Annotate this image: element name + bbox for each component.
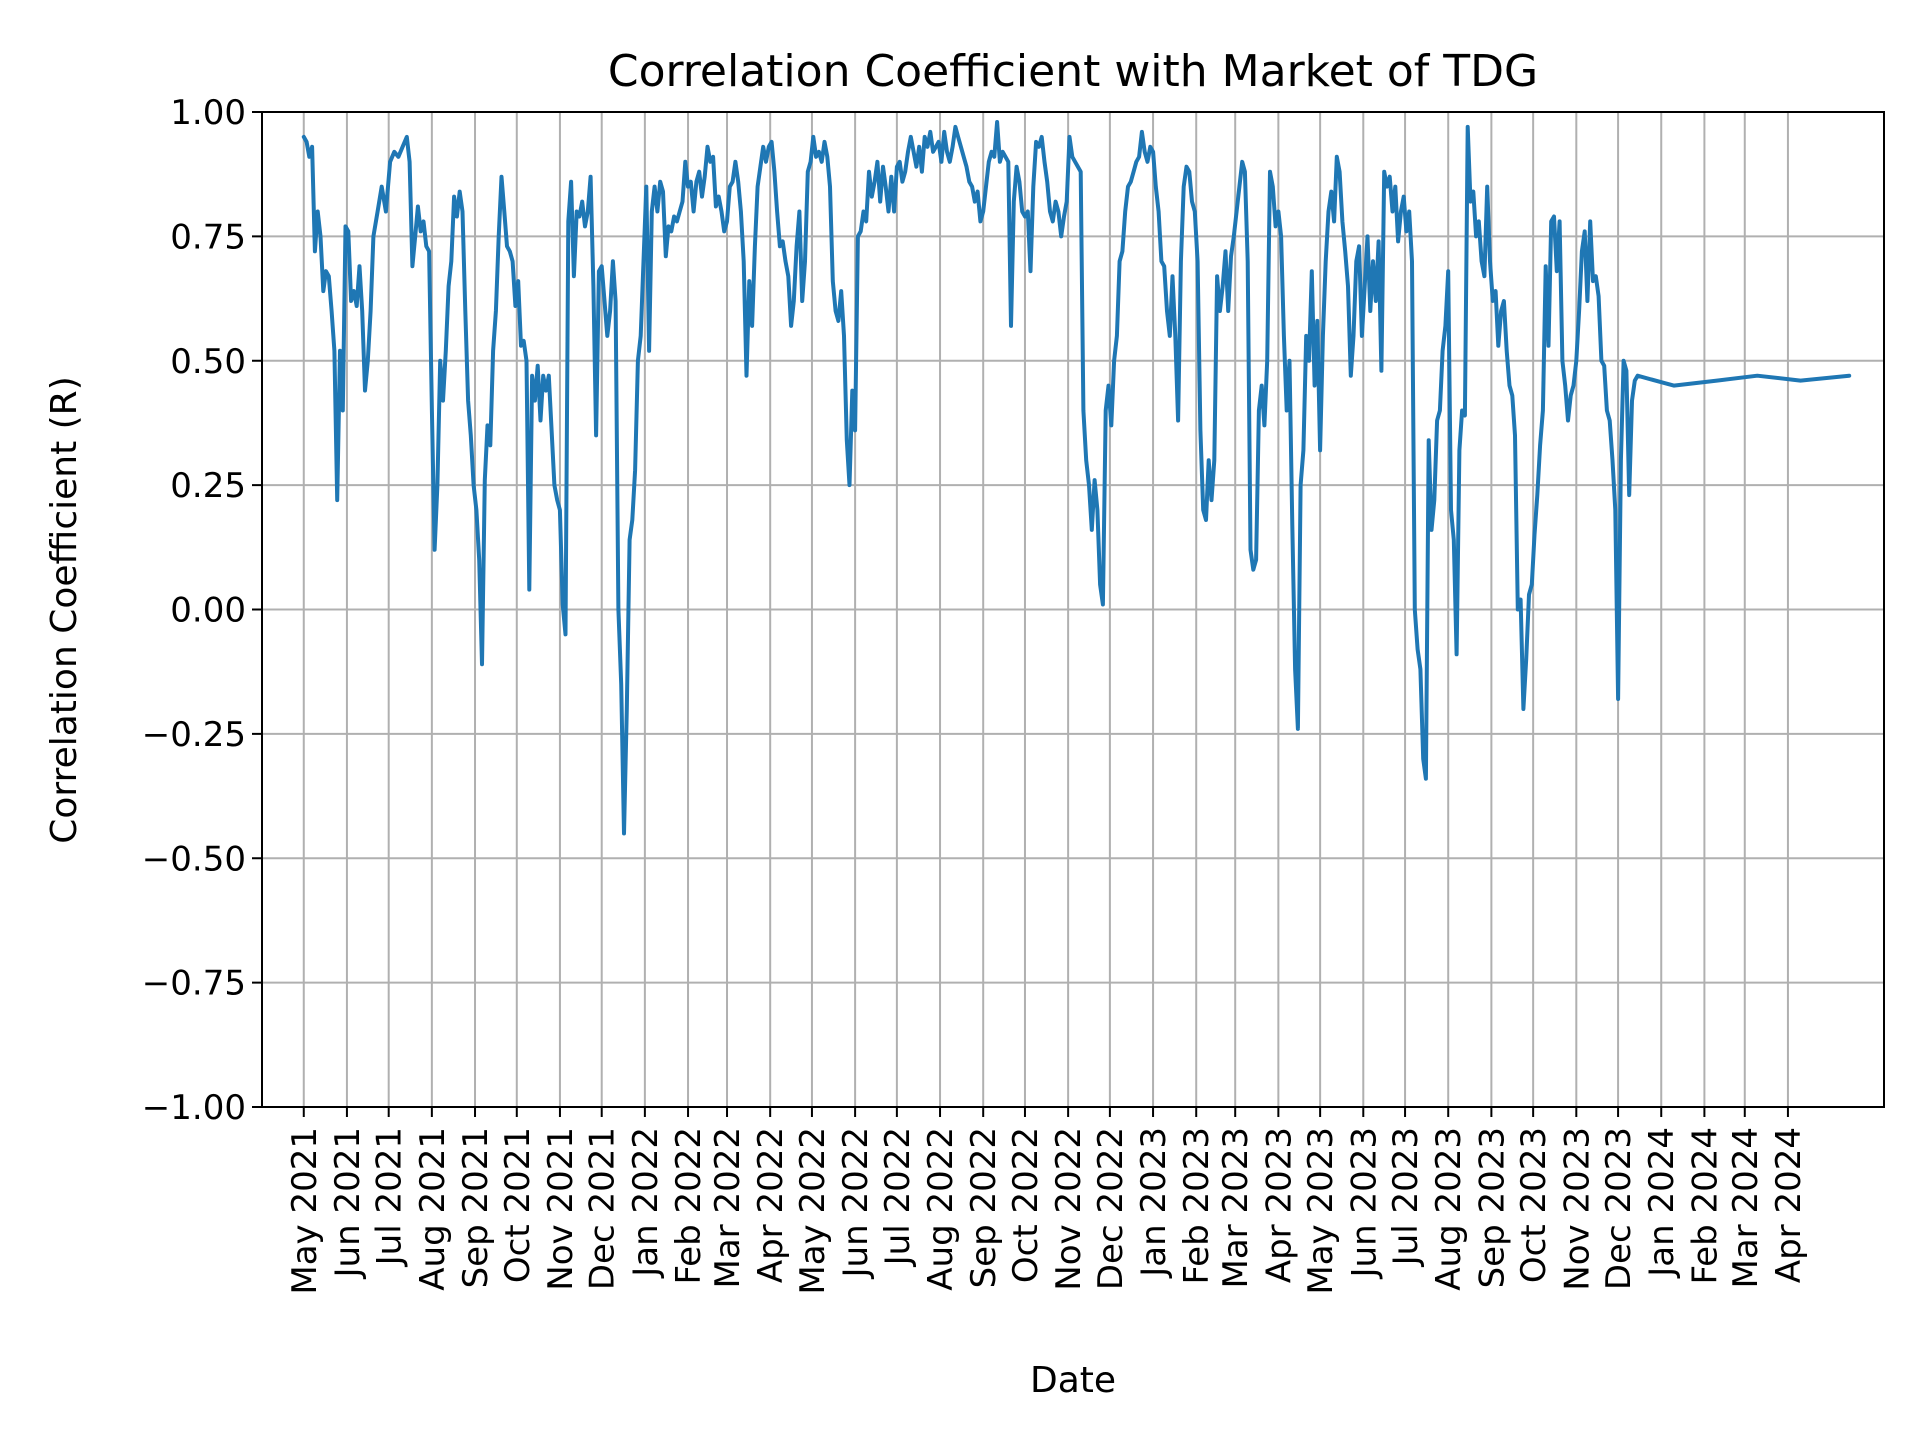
- y-axis-ticks: −1.00 −0.75 −0.50 −0.25 0.00 0.25 0.50 0.75 1.00: [142, 93, 262, 1128]
- x-tick-label: Dec 2022: [1091, 1127, 1131, 1290]
- x-tick-label: May 2022: [793, 1127, 833, 1295]
- x-tick-label: Jun 2023: [1344, 1127, 1384, 1279]
- x-tick-label: Sep 2022: [964, 1127, 1004, 1288]
- x-tick-label: Dec 2023: [1599, 1127, 1639, 1290]
- y-tick-label: 0.50: [170, 342, 246, 382]
- y-tick-label: −1.00: [142, 1088, 246, 1128]
- x-tick-label: Nov 2023: [1557, 1127, 1597, 1291]
- x-tick-label: Jan 2024: [1642, 1127, 1682, 1279]
- x-tick-label: Jun 2021: [328, 1127, 368, 1279]
- x-tick-label: Oct 2023: [1514, 1127, 1554, 1283]
- x-tick-label: Mar 2023: [1216, 1127, 1256, 1288]
- y-tick-label: 1.00: [170, 93, 246, 133]
- y-tick-label: 0.75: [170, 217, 246, 257]
- x-tick-label: Jan 2023: [1134, 1127, 1174, 1279]
- x-tick-label: Mar 2022: [708, 1127, 748, 1288]
- x-tick-label: Sep 2023: [1472, 1127, 1512, 1288]
- x-tick-label: Jan 2022: [626, 1127, 666, 1279]
- x-tick-label: Apr 2023: [1259, 1127, 1299, 1283]
- y-tick-label: −0.25: [142, 715, 246, 755]
- x-tick-label: Apr 2022: [751, 1127, 791, 1283]
- x-tick-label: Feb 2024: [1685, 1127, 1725, 1285]
- x-tick-label: Apr 2024: [1769, 1127, 1809, 1283]
- x-tick-label: May 2023: [1301, 1127, 1341, 1295]
- chart-title: Correlation Coefficient with Market of T…: [608, 46, 1538, 97]
- x-tick-label: Dec 2021: [583, 1127, 623, 1290]
- y-tick-label: −0.50: [142, 839, 246, 879]
- series-layer: [301, 120, 1852, 836]
- y-tick-label: −0.75: [142, 964, 246, 1004]
- x-tick-label: Nov 2021: [541, 1127, 581, 1291]
- x-tick-label: May 2021: [285, 1127, 325, 1295]
- x-tick-label: Aug 2022: [921, 1127, 961, 1291]
- x-tick-label: Sep 2021: [456, 1127, 496, 1288]
- x-axis-ticks: May 2021 Jun 2021 Jul 2021 Aug 2021 Sep 2021…: [285, 1107, 1809, 1295]
- x-tick-label: Oct 2022: [1006, 1127, 1046, 1283]
- x-axis-label: Date: [1030, 1360, 1116, 1401]
- y-axis-label: Correlation Coefficient (R): [44, 376, 85, 844]
- series-line: [301, 120, 1852, 836]
- x-tick-label: Oct 2021: [498, 1127, 538, 1283]
- y-tick-label: 0.25: [170, 466, 246, 506]
- x-tick-label: Aug 2023: [1429, 1127, 1469, 1291]
- x-tick-label: Feb 2023: [1177, 1127, 1217, 1285]
- x-tick-label: Mar 2024: [1726, 1127, 1766, 1288]
- x-tick-label: Jul 2023: [1386, 1127, 1426, 1267]
- y-tick-label: 0.00: [170, 591, 246, 631]
- x-tick-label: Jul 2021: [370, 1127, 410, 1267]
- x-tick-label: Aug 2021: [413, 1127, 453, 1291]
- x-tick-label: Jul 2022: [878, 1127, 918, 1267]
- x-tick-label: Jun 2022: [836, 1127, 876, 1279]
- x-tick-label: Nov 2022: [1049, 1127, 1089, 1291]
- x-tick-label: Feb 2022: [669, 1127, 709, 1285]
